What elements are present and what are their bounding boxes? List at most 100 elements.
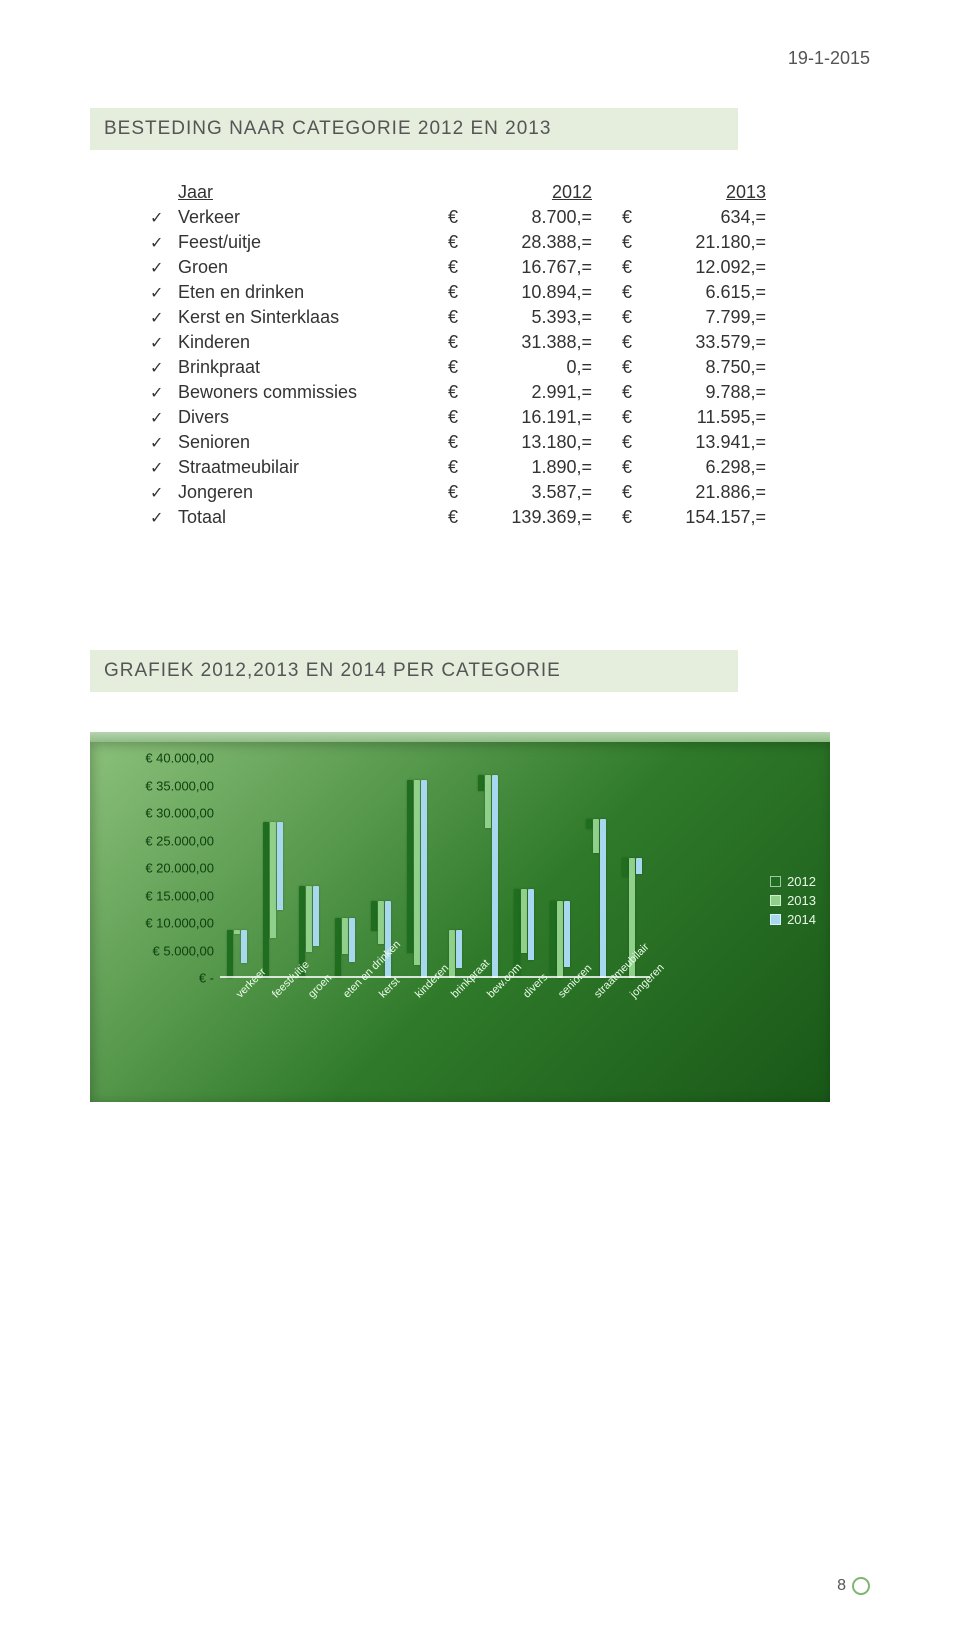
chart-category-group [478, 775, 498, 979]
row-label: Totaal [178, 507, 448, 528]
chart-bar [349, 918, 355, 962]
value-2013: 12.092,= [646, 257, 766, 278]
value-2013: 13.941,= [646, 432, 766, 453]
chart-category-group [407, 780, 427, 978]
chart-bar [492, 775, 498, 979]
table-header-row: Jaar 2012 2013 [150, 180, 870, 205]
chart-bar [478, 775, 484, 791]
legend-label: 2012 [787, 874, 816, 889]
x-axis-tick-label: kerst [377, 975, 402, 1000]
value-2013: 6.298,= [646, 457, 766, 478]
row-label: Straatmeubilair [178, 457, 448, 478]
value-2012: 10.894,= [472, 282, 592, 303]
chart-bar [622, 858, 628, 878]
chart-bar [270, 822, 276, 938]
legend-label: 2014 [787, 912, 816, 927]
currency-symbol: € [622, 332, 646, 353]
legend-swatch [770, 914, 781, 925]
value-2012: 8.700,= [472, 207, 592, 228]
currency-symbol: € [448, 282, 472, 303]
row-label: Kinderen [178, 332, 448, 353]
checkmark-icon: ✓ [150, 283, 178, 303]
currency-symbol: € [622, 207, 646, 228]
page: 19-1-2015 BESTEDING NAAR CATEGORIE 2012 … [0, 0, 960, 1631]
y-axis-tick-label: € - [102, 971, 214, 986]
chart-bar [313, 886, 319, 947]
legend-item: 2012 [770, 872, 816, 891]
currency-symbol: € [448, 357, 472, 378]
checkmark-icon: ✓ [150, 208, 178, 228]
chart-bar [385, 901, 391, 978]
chart-bar [528, 889, 534, 961]
value-2013: 634,= [646, 207, 766, 228]
table-row: ✓Jongeren€3.587,=€21.886,= [150, 480, 870, 505]
y-axis-tick-label: € 25.000,00 [102, 833, 214, 848]
row-label: Jongeren [178, 482, 448, 503]
value-2013: 8.750,= [646, 357, 766, 378]
row-label: Verkeer [178, 207, 448, 228]
category-chart: € 40.000,00€ 35.000,00€ 30.000,00€ 25.00… [90, 732, 830, 1102]
chart-plot [220, 758, 650, 978]
y-axis-tick-label: € 20.000,00 [102, 861, 214, 876]
section-title-1: BESTEDING NAAR CATEGORIE 2012 EN 2013 [90, 108, 738, 150]
footer-ring-icon [852, 1577, 870, 1595]
y-axis-tick-label: € 10.000,00 [102, 916, 214, 931]
value-2012: 5.393,= [472, 307, 592, 328]
row-label: Eten en drinken [178, 282, 448, 303]
value-2012: 13.180,= [472, 432, 592, 453]
value-2013: 21.886,= [646, 482, 766, 503]
currency-symbol: € [448, 507, 472, 528]
value-2013: 7.799,= [646, 307, 766, 328]
chart-bar [227, 930, 233, 978]
row-label: Senioren [178, 432, 448, 453]
row-label: Kerst en Sinterklaas [178, 307, 448, 328]
chart-area: € 40.000,00€ 35.000,00€ 30.000,00€ 25.00… [90, 742, 830, 1102]
currency-symbol: € [622, 482, 646, 503]
legend-item: 2013 [770, 891, 816, 910]
currency-symbol: € [622, 507, 646, 528]
checkmark-icon: ✓ [150, 483, 178, 503]
chart-bar [521, 889, 527, 953]
row-label: Divers [178, 407, 448, 428]
chart-category-group [263, 822, 283, 978]
spending-table: Jaar 2012 2013 ✓Verkeer€8.700,=€634,=✓Fe… [150, 180, 870, 530]
checkmark-icon: ✓ [150, 458, 178, 478]
table-row: ✓Feest/uitje€28.388,=€21.180,= [150, 230, 870, 255]
chart-category-group [586, 819, 606, 979]
chart-bar [414, 780, 420, 965]
chart-legend: 2012 2013 2014 [770, 872, 816, 929]
value-2012: 139.369,= [472, 507, 592, 528]
chart-bar [636, 858, 642, 875]
currency-symbol: € [622, 357, 646, 378]
chart-bar [550, 901, 556, 973]
y-axis-tick-label: € 15.000,00 [102, 888, 214, 903]
chart-category-group [335, 918, 355, 978]
legend-swatch [770, 876, 781, 887]
checkmark-icon: ✓ [150, 333, 178, 353]
value-2012: 16.191,= [472, 407, 592, 428]
checkmark-icon: ✓ [150, 358, 178, 378]
chart-bar [306, 886, 312, 953]
currency-symbol: € [622, 407, 646, 428]
value-2012: 2.991,= [472, 382, 592, 403]
table-row: ✓Eten en drinken€10.894,=€6.615,= [150, 280, 870, 305]
value-2012: 31.388,= [472, 332, 592, 353]
chart-y-axis: € 40.000,00€ 35.000,00€ 30.000,00€ 25.00… [102, 758, 214, 1004]
chart-bar [241, 930, 247, 963]
chart-bar [564, 901, 570, 967]
value-2012: 3.587,= [472, 482, 592, 503]
value-2013: 11.595,= [646, 407, 766, 428]
page-number: 8 [837, 1577, 846, 1595]
table-row: ✓Straatmeubilair€1.890,=€6.298,= [150, 455, 870, 480]
checkmark-icon: ✓ [150, 383, 178, 403]
checkmark-icon: ✓ [150, 233, 178, 253]
currency-symbol: € [448, 232, 472, 253]
chart-bar [263, 822, 269, 978]
page-footer: 8 [837, 1577, 870, 1595]
row-label: Bewoners commissies [178, 382, 448, 403]
currency-symbol: € [448, 407, 472, 428]
table-row: ✓Verkeer€8.700,=€634,= [150, 205, 870, 230]
currency-symbol: € [622, 257, 646, 278]
value-2012: 16.767,= [472, 257, 592, 278]
table-row: ✓Bewoners commissies€2.991,=€9.788,= [150, 380, 870, 405]
